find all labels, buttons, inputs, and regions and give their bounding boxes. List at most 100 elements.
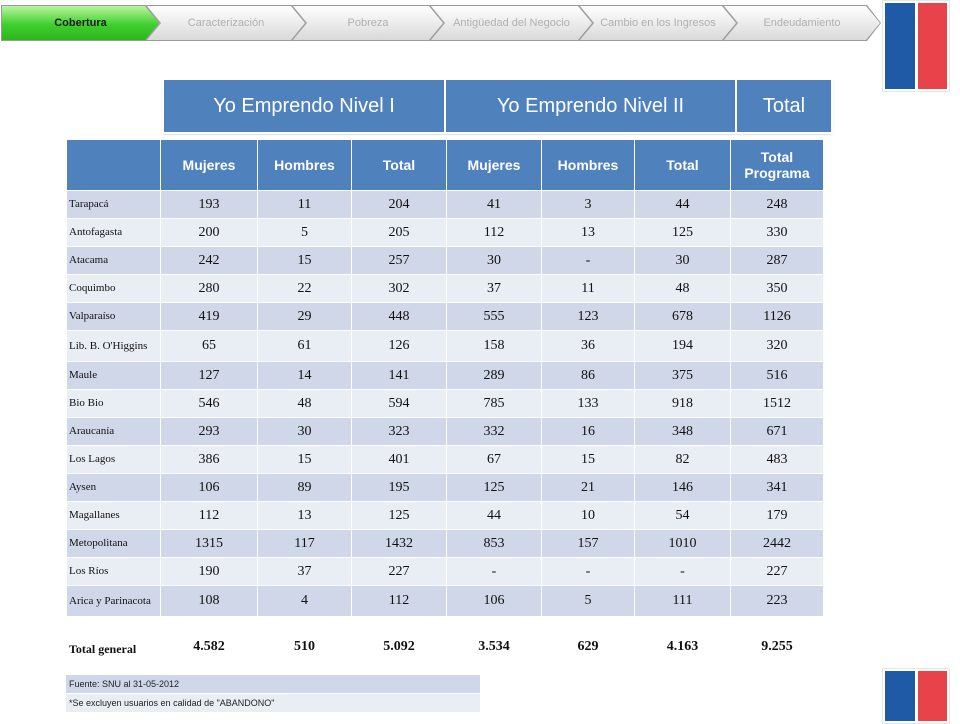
table-row: Metopolitana 1315 117 1432 853 157 1010 … xyxy=(66,529,824,558)
value-cell: 1315 xyxy=(160,529,258,558)
value-cell: - xyxy=(446,557,542,586)
value-cell: 516 xyxy=(730,361,824,390)
chile-flag-logo-bottom xyxy=(882,668,950,724)
value-cell: 257 xyxy=(351,246,447,275)
tab-antiguedad-negocio[interactable]: Antigüedad del Negocio xyxy=(431,6,592,40)
value-cell: 106 xyxy=(446,585,542,617)
value-cell: 320 xyxy=(730,330,824,362)
table-row: Antofagasta 200 5 205 112 13 125 330 xyxy=(66,218,824,247)
value-cell: 15 xyxy=(541,445,635,474)
table-row: Aysen 106 89 195 125 21 146 341 xyxy=(66,473,824,502)
value-cell: 3 xyxy=(541,190,635,219)
total-row: Total general 4.582 510 5.092 3.534 629 … xyxy=(66,616,824,658)
column-header: Total xyxy=(634,139,731,191)
value-cell: 117 xyxy=(257,529,352,558)
value-cell: 242 xyxy=(160,246,258,275)
value-cell: 22 xyxy=(257,274,352,303)
column-header: Mujeres xyxy=(160,139,258,191)
table-header-row: Mujeres Hombres Total Mujeres Hombres To… xyxy=(66,139,824,191)
value-cell: 126 xyxy=(351,330,447,362)
value-cell: 341 xyxy=(730,473,824,502)
total-cell: 510 xyxy=(257,616,352,658)
table-row: Magallanes 112 13 125 44 10 54 179 xyxy=(66,501,824,530)
table-row: Tarapacá 193 11 204 41 3 44 248 xyxy=(66,190,824,219)
coverage-table: Mujeres Hombres Total Mujeres Hombres To… xyxy=(66,139,824,658)
tab-label: Caracterización xyxy=(187,17,265,29)
total-cell: 5.092 xyxy=(351,616,447,658)
value-cell: 293 xyxy=(160,417,258,446)
value-cell: 194 xyxy=(634,330,731,362)
section-navigation: Cobertura Caracterización Pobreza Antigü… xyxy=(0,0,890,48)
value-cell: 671 xyxy=(730,417,824,446)
value-cell: 15 xyxy=(257,246,352,275)
value-cell: 332 xyxy=(446,417,542,446)
value-cell: 30 xyxy=(257,417,352,446)
region-cell: Aysen xyxy=(66,473,161,502)
value-cell: 227 xyxy=(351,557,447,586)
value-cell: 41 xyxy=(446,190,542,219)
value-cell: 4 xyxy=(257,585,352,617)
value-cell: 14 xyxy=(257,361,352,390)
column-header: Total xyxy=(351,139,447,191)
region-cell: Antofagasta xyxy=(66,218,161,247)
value-cell: 386 xyxy=(160,445,258,474)
value-cell: - xyxy=(634,557,731,586)
value-cell: 302 xyxy=(351,274,447,303)
value-cell: 1126 xyxy=(730,302,824,331)
value-cell: 15 xyxy=(257,445,352,474)
value-cell: 44 xyxy=(446,501,542,530)
tab-cambio-ingresos[interactable]: Cambio en los Ingresos xyxy=(580,6,736,40)
tab-cobertura[interactable]: Cobertura xyxy=(2,6,159,40)
exclusion-note: *Se excluyen usuarios en calidad de "ABA… xyxy=(66,693,480,712)
chile-flag-logo-top xyxy=(882,0,950,92)
program-level-1: Yo Emprendo Nivel I xyxy=(162,78,446,134)
value-cell: 36 xyxy=(541,330,635,362)
total-cell: 3.534 xyxy=(446,616,542,658)
tab-endeudamiento[interactable]: Endeudamiento xyxy=(724,6,880,40)
value-cell: 5 xyxy=(257,218,352,247)
value-cell: 108 xyxy=(160,585,258,617)
value-cell: 5 xyxy=(541,585,635,617)
region-cell: Arica y Parinacota xyxy=(66,585,161,617)
value-cell: 227 xyxy=(730,557,824,586)
tab-caracterizacion[interactable]: Caracterización xyxy=(147,6,305,40)
value-cell: 179 xyxy=(730,501,824,530)
column-header: Mujeres xyxy=(446,139,542,191)
value-cell: 16 xyxy=(541,417,635,446)
value-cell: 111 xyxy=(634,585,731,617)
value-cell: 123 xyxy=(541,302,635,331)
region-cell: Valparaíso xyxy=(66,302,161,331)
value-cell: 146 xyxy=(634,473,731,502)
value-cell: 2442 xyxy=(730,529,824,558)
value-cell: 195 xyxy=(351,473,447,502)
value-cell: 853 xyxy=(446,529,542,558)
table-row: Valparaíso 419 29 448 555 123 678 1126 xyxy=(66,302,824,331)
value-cell: 133 xyxy=(541,389,635,418)
value-cell: 61 xyxy=(257,330,352,362)
value-cell: 546 xyxy=(160,389,258,418)
program-total: Total xyxy=(735,78,833,134)
region-cell: Los Lagos xyxy=(66,445,161,474)
value-cell: 918 xyxy=(634,389,731,418)
value-cell: 205 xyxy=(351,218,447,247)
value-cell: 419 xyxy=(160,302,258,331)
table-row: Coquimbo 280 22 302 37 11 48 350 xyxy=(66,274,824,303)
value-cell: 37 xyxy=(257,557,352,586)
table-row: Atacama 242 15 257 30 - 30 287 xyxy=(66,246,824,275)
value-cell: 289 xyxy=(446,361,542,390)
value-cell: 348 xyxy=(634,417,731,446)
region-cell: Bio Bio xyxy=(66,389,161,418)
region-cell: Los Ríos xyxy=(66,557,161,586)
tab-label: Endeudamiento xyxy=(763,17,841,29)
value-cell: 1512 xyxy=(730,389,824,418)
value-cell: 594 xyxy=(351,389,447,418)
tab-pobreza[interactable]: Pobreza xyxy=(293,6,443,40)
value-cell: 483 xyxy=(730,445,824,474)
region-cell: Metopolitana xyxy=(66,529,161,558)
value-cell: 30 xyxy=(634,246,731,275)
region-cell: Atacama xyxy=(66,246,161,275)
value-cell: 11 xyxy=(541,274,635,303)
table-row: Araucanía 293 30 323 332 16 348 671 xyxy=(66,417,824,446)
value-cell: 1432 xyxy=(351,529,447,558)
value-cell: 67 xyxy=(446,445,542,474)
